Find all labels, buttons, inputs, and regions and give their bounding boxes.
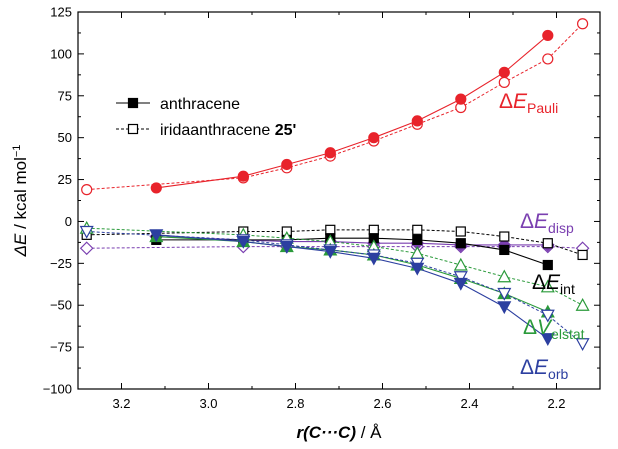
point-Pauli-anthracene bbox=[369, 133, 379, 143]
point-Pauli-anthracene bbox=[325, 148, 335, 158]
x-tick-label: 3.0 bbox=[199, 396, 217, 411]
x-tick-label: 2.2 bbox=[547, 396, 565, 411]
y-tick-label: 25 bbox=[58, 172, 72, 187]
point-elstat-iridaanthracene bbox=[498, 271, 510, 282]
point-elstat-iridaanthracene bbox=[455, 259, 467, 270]
point-Pauli-anthracene bbox=[456, 94, 466, 104]
legend-marker bbox=[129, 99, 138, 108]
point-Pauli-iridaanthracene bbox=[499, 77, 509, 87]
y-tick-label: 50 bbox=[58, 130, 72, 145]
x-axis-title: r(C···C) / Å bbox=[297, 423, 383, 442]
point-Pauli-anthracene bbox=[412, 116, 422, 126]
point-int-iridaanthracene bbox=[500, 232, 509, 241]
point-Pauli-anthracene bbox=[151, 183, 161, 193]
series-layer bbox=[81, 19, 589, 350]
point-elstat-iridaanthracene bbox=[577, 299, 589, 310]
y-axis-title: ΔE / kcal mol−1 bbox=[11, 145, 30, 258]
point-int-iridaanthracene bbox=[543, 239, 552, 248]
axes-layer: −100 −75 −50 −25 0 25 50 75 100 125 3.2 3.0 2.8 2.6 2.… bbox=[43, 5, 600, 412]
y-tick-label: 0 bbox=[65, 214, 72, 229]
point-orb-anthracene bbox=[498, 302, 510, 313]
plot-frame bbox=[78, 12, 600, 389]
point-int-iridaanthracene bbox=[413, 225, 422, 234]
legend-label: anthracene bbox=[160, 96, 240, 113]
axis-titles: r(C···C) / Å ΔE / kcal mol−1 bbox=[11, 145, 382, 442]
point-int-iridaanthracene bbox=[326, 225, 335, 234]
y-tick-label: 75 bbox=[58, 88, 72, 103]
point-int-iridaanthracene bbox=[456, 227, 465, 236]
point-Pauli-iridaanthracene bbox=[82, 185, 92, 195]
label-disp: ΔEdisp bbox=[520, 210, 574, 236]
label-int: ΔEint bbox=[532, 271, 575, 297]
point-int-anthracene bbox=[413, 235, 422, 244]
x-tick-label: 2.4 bbox=[460, 396, 478, 411]
point-Pauli-anthracene bbox=[238, 171, 248, 181]
point-Pauli-iridaanthracene bbox=[543, 54, 553, 64]
point-int-anthracene bbox=[456, 239, 465, 248]
x-tick-label: 3.2 bbox=[112, 396, 130, 411]
x-tick-label: 2.8 bbox=[286, 396, 304, 411]
y-tick-label: −25 bbox=[50, 256, 72, 271]
point-int-iridaanthracene bbox=[578, 250, 587, 259]
legend: anthracene iridaanthracene 25' bbox=[116, 96, 296, 139]
legend-label: iridaanthracene 25' bbox=[160, 122, 296, 139]
point-disp-iridaanthracene bbox=[81, 242, 93, 254]
point-Pauli-anthracene bbox=[282, 159, 292, 169]
point-int-anthracene bbox=[543, 261, 552, 270]
point-int-anthracene bbox=[500, 245, 509, 254]
point-Pauli-anthracene bbox=[499, 67, 509, 77]
y-tick-label: −100 bbox=[43, 382, 72, 397]
y-tick-label: 125 bbox=[50, 5, 72, 20]
line-orb-anthracene bbox=[156, 235, 548, 339]
point-Pauli-anthracene bbox=[543, 30, 553, 40]
label-orb: ΔEorb bbox=[520, 356, 568, 382]
point-Pauli-iridaanthracene bbox=[578, 19, 588, 29]
x-tick-label: 2.6 bbox=[373, 396, 391, 411]
legend-marker bbox=[129, 125, 138, 134]
y-tick-label: −75 bbox=[50, 340, 72, 355]
y-tick-label: −50 bbox=[50, 298, 72, 313]
point-int-iridaanthracene bbox=[369, 225, 378, 234]
label-Pauli: ΔEPauli bbox=[499, 90, 558, 116]
y-tick-label: 100 bbox=[50, 46, 72, 61]
